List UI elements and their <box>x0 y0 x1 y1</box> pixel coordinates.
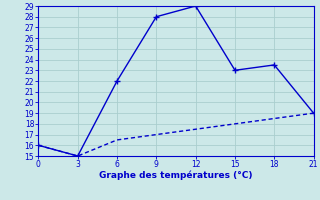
X-axis label: Graphe des températures (°C): Graphe des températures (°C) <box>99 171 253 180</box>
